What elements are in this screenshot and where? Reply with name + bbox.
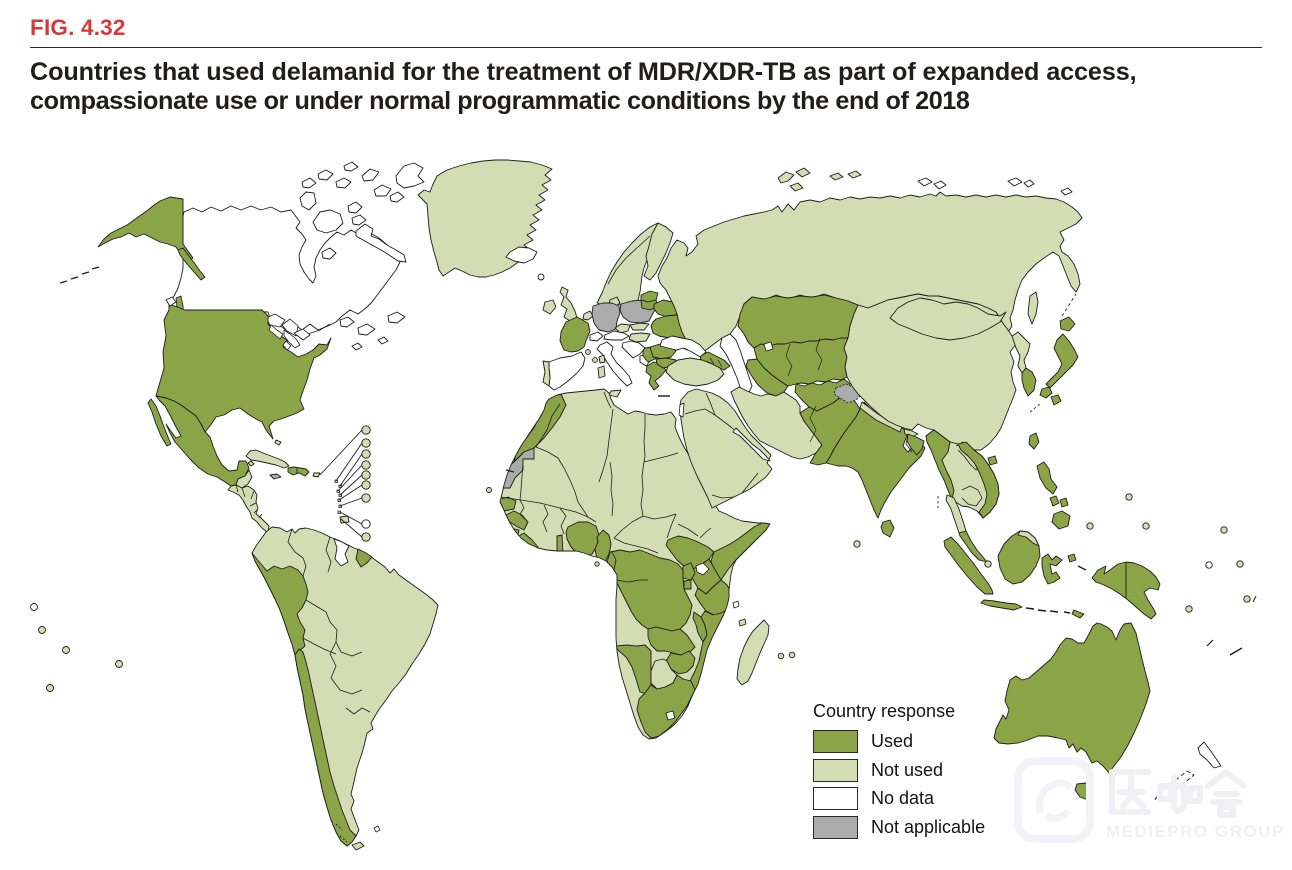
svg-text:MEDIEPRO GROUP: MEDIEPRO GROUP — [1106, 822, 1285, 841]
